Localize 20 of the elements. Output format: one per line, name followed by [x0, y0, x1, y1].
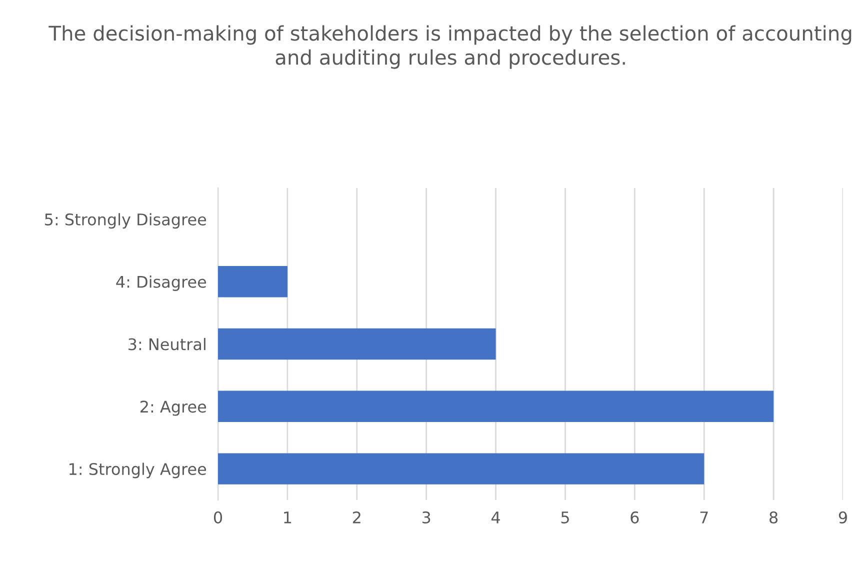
- y-tick-label: 5: Strongly Disagree: [45, 213, 206, 229]
- x-tick-label: 9: [838, 511, 847, 524]
- x-tick-label: 4: [491, 512, 500, 524]
- x-tick-label: 8: [770, 511, 778, 524]
- y-tick-label: 1: Strongly Agree: [69, 462, 206, 478]
- x-tick-label: 7: [700, 512, 708, 524]
- x-tick-label: 3: [422, 511, 430, 524]
- x-tick-label: 6: [630, 511, 639, 524]
- x-tick-label: 1: [284, 512, 292, 524]
- bar: [218, 390, 774, 422]
- bar: [218, 453, 704, 484]
- bar: [218, 266, 288, 298]
- x-tick-label: 2: [352, 511, 360, 524]
- y-tick-label: 4: Disagree: [116, 276, 206, 291]
- x-tick-label: 5: [561, 512, 569, 524]
- y-tick-label: 2: Agree: [140, 400, 206, 416]
- chart-title: The decision-making of stakeholders is impacted by the selection of accounting and auditing rules and procedures.: [48, 25, 852, 69]
- bar: [218, 328, 496, 360]
- y-tick-label: 3: Neutral: [128, 338, 206, 350]
- x-tick-label: 0: [214, 511, 222, 524]
